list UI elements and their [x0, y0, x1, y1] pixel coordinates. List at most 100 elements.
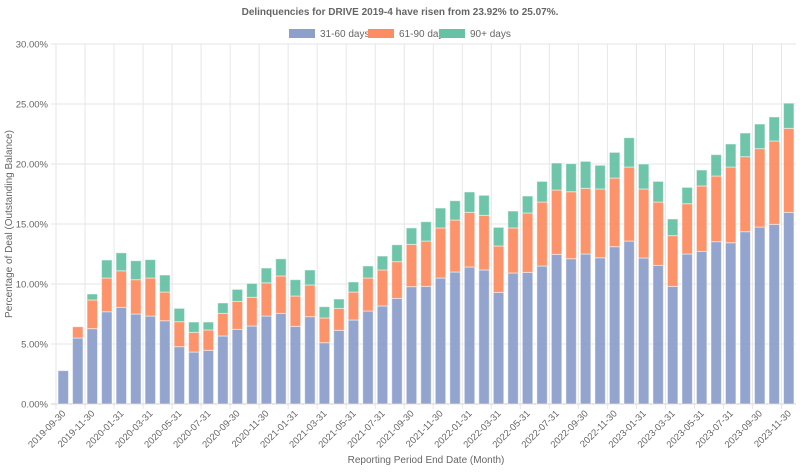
bar-segment-61-90-days — [376, 269, 389, 307]
legend-swatch — [289, 29, 315, 38]
bar-segment-61-90-days — [536, 201, 548, 267]
bar-segment-61-90-days — [724, 166, 737, 244]
y-tick-label: 25.00% — [16, 100, 49, 111]
bar-segment-31-60-days — [623, 240, 635, 405]
bar-segment-61-90-days — [608, 177, 621, 248]
bar-segment-31-60-days — [739, 231, 751, 405]
grid — [51, 43, 796, 409]
bar-segment-90-days — [754, 123, 766, 150]
bar-segment-61-90-days — [550, 189, 563, 255]
y-axis-ticks: 0.00% 5.00% 10.00% 15.00% 20.00% 25.00% 30.00% — [16, 40, 49, 411]
y-tick-label: 30.00% — [16, 40, 49, 51]
bar-segment-90-days — [217, 302, 229, 314]
bar-segment-61-90-days — [565, 191, 577, 260]
bar-segment-61-90-days — [710, 175, 722, 243]
bar-segment-90-days — [231, 288, 244, 302]
bar-segment-90-days — [405, 227, 418, 245]
bar-segment-90-days — [594, 164, 606, 190]
bar-segment-31-60-days — [608, 246, 621, 405]
bar-segment-61-90-days — [115, 270, 128, 308]
bar-segment-90-days — [260, 267, 273, 284]
bar-segment-90-days — [695, 169, 708, 187]
bar-segment-61-90-days — [101, 277, 113, 313]
bar-segment-31-60-days — [231, 328, 244, 405]
bar-segment-90-days — [478, 194, 490, 216]
bar-segment-90-days — [420, 221, 432, 242]
bar-segment-90-days — [637, 163, 650, 190]
bar-segment-31-60-days — [724, 242, 737, 405]
bar-segment-61-90-days — [333, 307, 345, 331]
y-axis-title: Percentage of Deal (Outstanding Balance) — [4, 130, 15, 318]
bar-segment-31-60-days — [478, 269, 490, 405]
bar-segment-90-days — [565, 163, 577, 193]
bar-segment-90-days — [449, 200, 461, 221]
x-axis-title: Reporting Period End Date (Month) — [348, 455, 505, 466]
bar-segment-61-90-days — [173, 321, 186, 348]
bar-segment-31-60-days — [681, 253, 693, 405]
bar-segment-61-90-days — [652, 201, 664, 266]
bar-segment-31-60-days — [246, 325, 258, 405]
bar-segment-61-90-days — [217, 312, 229, 337]
bar-segment-90-days — [652, 180, 664, 203]
bar-segment-31-60-days — [101, 311, 113, 405]
bar-segment-61-90-days — [434, 227, 447, 279]
bar-segment-31-60-days — [159, 320, 171, 405]
bar-segment-61-90-days — [681, 203, 693, 255]
bar-segment-61-90-days — [695, 185, 708, 252]
bar-segment-31-60-days — [260, 315, 273, 405]
bar-segment-90-days — [739, 132, 751, 158]
bar-segment-61-90-days — [405, 243, 418, 288]
bar-segment-90-days — [783, 102, 795, 129]
bar-segment-61-90-days — [478, 214, 490, 271]
legend-label: 31-60 days — [320, 29, 369, 40]
bar-segment-31-60-days — [579, 253, 592, 405]
bar-segment-90-days — [318, 306, 331, 319]
bar-segment-61-90-days — [507, 227, 519, 274]
bar-segment-61-90-days — [391, 261, 403, 299]
legend-item: 61-90 days — [368, 29, 448, 40]
legend-swatch — [368, 29, 394, 38]
bar-segment-61-90-days — [623, 166, 635, 242]
bar-segment-31-60-days — [536, 265, 548, 405]
bar-segment-31-60-days — [754, 226, 766, 405]
bar-segment-61-90-days — [754, 148, 766, 228]
bar-segment-31-60-days — [695, 250, 708, 405]
bar-segment-31-60-days — [217, 335, 229, 405]
bar-segment-90-days — [333, 298, 345, 309]
bar-segment-90-days — [275, 258, 287, 277]
bar-segment-61-90-days — [318, 317, 331, 344]
bar-segment-90-days — [434, 207, 447, 229]
bar-segment-31-60-days — [333, 329, 345, 405]
bar-segment-90-days — [347, 281, 360, 293]
bar-segment-90-days — [115, 252, 128, 272]
bar-segment-90-days — [710, 154, 722, 177]
bar-segment-90-days — [159, 274, 171, 293]
bar-segment-90-days — [144, 259, 157, 279]
bar-segment-31-60-days — [275, 312, 287, 405]
bar-segment-90-days — [130, 260, 142, 281]
bar-segment-90-days — [492, 226, 505, 247]
bar-segment-31-60-days — [521, 271, 534, 405]
bar-segment-31-60-days — [173, 346, 186, 405]
bar-segment-90-days — [304, 269, 316, 286]
y-tick-label: 5.00% — [21, 340, 48, 351]
bar-segment-31-60-days — [507, 272, 519, 405]
y-tick-label: 20.00% — [16, 160, 49, 171]
bar-segment-31-60-days — [376, 305, 389, 405]
bar-segment-61-90-days — [86, 299, 98, 330]
bar-segment-90-days — [550, 162, 563, 191]
legend-item: 31-60 days — [289, 29, 369, 40]
bar-segment-31-60-days — [666, 285, 679, 405]
bar-segment-61-90-days — [637, 188, 650, 259]
x-axis-ticks: 2019-09-302019-11-302020-01-312020-03-31… — [26, 408, 794, 450]
bar-segment-31-60-days — [57, 370, 69, 405]
bar-segment-31-60-days — [144, 315, 157, 405]
bar-segment-61-90-days — [463, 211, 476, 268]
chart-title: Delinquencies for DRIVE 2019-4 have rise… — [242, 7, 559, 18]
bar-segment-61-90-days — [202, 329, 215, 351]
bar-segment-61-90-days — [231, 300, 244, 330]
bar-segment-61-90-days — [246, 296, 258, 327]
bar-segment-31-60-days — [318, 342, 331, 405]
bar-segment-90-days — [173, 307, 186, 323]
